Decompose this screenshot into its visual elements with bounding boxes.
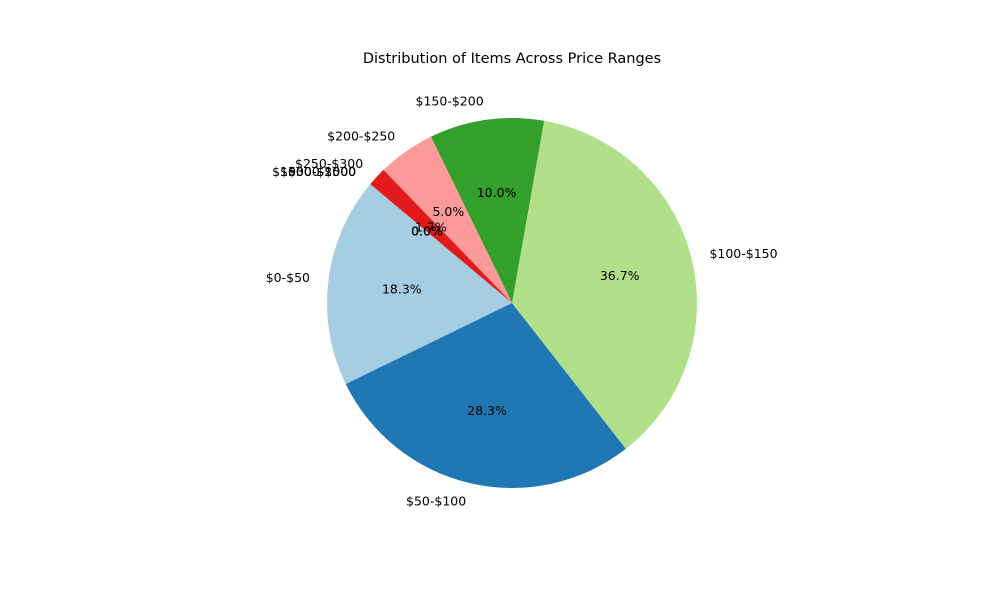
slice-percent-150-200: 10.0%: [477, 185, 517, 200]
slice-percent-100-150: 36.7%: [600, 268, 640, 283]
slice-percent-200-250: 5.0%: [432, 204, 464, 219]
slice-label-300-500: $300-$500: [288, 164, 356, 179]
slice-percent-300-500: 0.0%: [411, 224, 443, 239]
slice-percent-250-300: 1.7%: [415, 219, 447, 234]
slice-label-150-200: $150-$200: [416, 93, 484, 108]
pie-labels: $0-$50 18.3% $50-$100 28.3% $100-$150 36.7% $1…: [266, 93, 778, 508]
pie-slice-150-200: [430, 118, 545, 304]
slice-label-250-300: $250-$300: [295, 156, 363, 171]
slice-label-0-50: $0-$50: [266, 270, 310, 285]
slice-percent-50-100: 28.3%: [467, 403, 507, 418]
slice-percent-500-1000: 0.0%: [411, 224, 443, 239]
slice-label-200-250: $200-$250: [327, 128, 395, 143]
slice-label-1000-2000: $1000-$2000: [272, 164, 356, 179]
slice-label-500-1000: $500-$1000: [280, 164, 356, 179]
slice-percent-0-50: 18.3%: [382, 281, 422, 296]
pie-slice-100-150: [512, 120, 698, 449]
slice-label-50-100: $50-$100: [406, 493, 466, 508]
slice-label-100-150: $100-$150: [709, 246, 777, 261]
pie-slice-0-50: [327, 184, 512, 385]
slice-percent-1000-2000: 0.0%: [411, 224, 443, 239]
pie-slice-250-300: [370, 169, 512, 303]
pie-slice-200-250: [383, 136, 512, 303]
pie-wedges: [327, 118, 698, 488]
pie-slice-50-100: [345, 303, 626, 488]
chart-title: Distribution of Items Across Price Range…: [363, 51, 661, 67]
